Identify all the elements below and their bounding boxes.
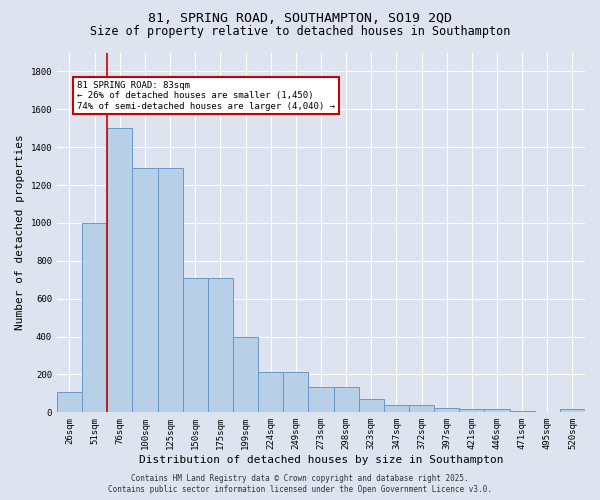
X-axis label: Distribution of detached houses by size in Southampton: Distribution of detached houses by size …: [139, 455, 503, 465]
Bar: [359, 399, 384, 412]
Text: 81, SPRING ROAD, SOUTHAMPTON, SO19 2QD: 81, SPRING ROAD, SOUTHAMPTON, SO19 2QD: [148, 12, 452, 26]
Text: 81 SPRING ROAD: 83sqm
← 26% of detached houses are smaller (1,450)
74% of semi-d: 81 SPRING ROAD: 83sqm ← 26% of detached …: [77, 81, 335, 110]
Y-axis label: Number of detached properties: Number of detached properties: [15, 134, 25, 330]
Bar: [258, 372, 283, 412]
Bar: [459, 410, 484, 412]
Bar: [208, 278, 233, 412]
Bar: [82, 223, 107, 412]
Bar: [560, 410, 585, 412]
Bar: [384, 405, 409, 412]
Bar: [107, 128, 133, 412]
Bar: [308, 387, 334, 412]
Bar: [133, 168, 158, 412]
Bar: [57, 392, 82, 412]
Bar: [409, 405, 434, 412]
Text: Contains HM Land Registry data © Crown copyright and database right 2025.
Contai: Contains HM Land Registry data © Crown c…: [108, 474, 492, 494]
Bar: [283, 372, 308, 412]
Bar: [182, 278, 208, 412]
Bar: [158, 168, 182, 412]
Bar: [484, 410, 509, 412]
Bar: [434, 408, 459, 412]
Text: Size of property relative to detached houses in Southampton: Size of property relative to detached ho…: [90, 25, 510, 38]
Bar: [334, 387, 359, 412]
Bar: [233, 336, 258, 412]
